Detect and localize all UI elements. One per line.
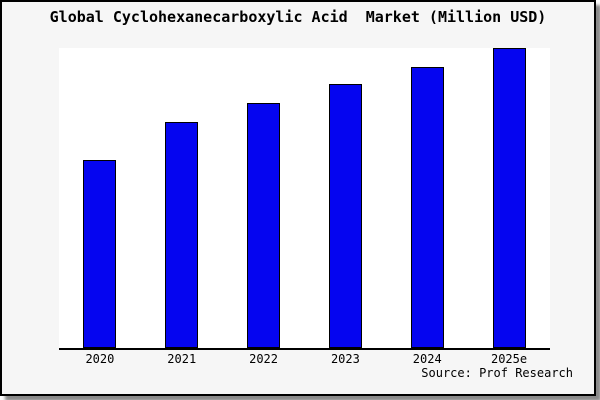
bar-slot-2022: [223, 48, 305, 348]
x-tick-label-2020: 2020: [85, 352, 115, 366]
bar-slot-2021: [141, 48, 223, 348]
source-credit: Source: Prof Research: [421, 366, 573, 380]
x-tick-label-2025e: 2025e: [490, 352, 528, 366]
bar-slot-2023: [304, 48, 386, 348]
bar-2024: [410, 66, 444, 348]
chart-title: Global Cyclohexanecarboxylic Acid Market…: [49, 8, 547, 26]
bar-2022: [247, 103, 281, 348]
x-tick-label-2024: 2024: [412, 352, 442, 366]
bar-2025e: [492, 48, 526, 348]
x-tick-label-2023: 2023: [330, 352, 360, 366]
plot-area: [59, 48, 550, 350]
bar-2023: [328, 84, 362, 348]
x-tick-label-2021: 2021: [167, 352, 197, 366]
x-axis-labels: 2020 2021 2022 2023 2024 2025e: [59, 352, 550, 366]
bar-slot-2025e: [468, 48, 550, 348]
bar-2021: [165, 122, 199, 348]
x-tick-label-2022: 2022: [249, 352, 279, 366]
bar-slot-2020: [59, 48, 141, 348]
bar-slot-2024: [386, 48, 468, 348]
bars-container: [59, 48, 550, 348]
bar-2020: [83, 159, 117, 348]
